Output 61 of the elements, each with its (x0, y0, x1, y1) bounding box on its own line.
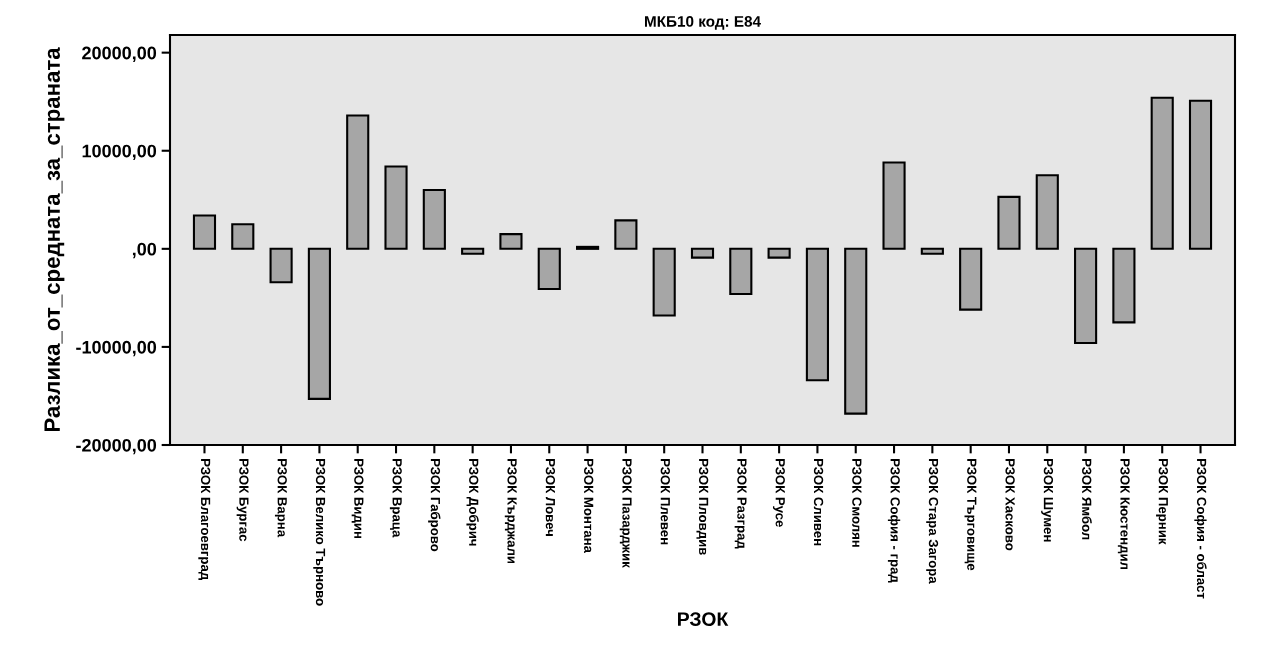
bar (384, 165, 408, 250)
x-tick-label: РЗОК Пловдив (696, 459, 709, 555)
x-tick-label: РЗОК Ловеч (545, 459, 556, 536)
chart-title: МКБ10 код: E84 (645, 16, 761, 30)
bar (307, 247, 331, 400)
bar (461, 247, 485, 255)
y-tick-label: 10000,00 (82, 144, 157, 161)
bar (767, 247, 791, 259)
x-tick-label: РЗОК Сливен (813, 459, 824, 546)
bar (882, 161, 906, 250)
x-tick-label: РЗОК Благоевград (198, 459, 211, 580)
bar (729, 247, 753, 295)
y-tick-label: ,00 (132, 242, 157, 259)
x-tick-label: РЗОК Бургас (236, 459, 249, 542)
bar (269, 247, 293, 284)
x-tick-label: РЗОК Варна (274, 459, 287, 538)
bar (1035, 174, 1059, 250)
bar (537, 247, 561, 291)
x-tick-label: РЗОК Враца (389, 459, 402, 538)
x-tick-label: РЗОК Кюстендил (1117, 459, 1130, 570)
x-tick-label: РЗОК Добрич (466, 459, 479, 546)
x-tick-label: РЗОК Кърджали (504, 459, 517, 564)
bar (1074, 247, 1098, 345)
x-tick-label: РЗОК Монтана (584, 459, 594, 554)
x-tick-label: РЗОК Търговище (964, 459, 977, 571)
x-tick-label: РЗОК Велико Търново (313, 459, 326, 606)
x-tick-label: РЗОК Видин (351, 459, 364, 539)
x-tick-label: РЗОК Ямбол (1082, 459, 1092, 540)
bar (1188, 99, 1213, 250)
x-tick-label: РЗОК Русе (772, 459, 785, 527)
y-tick-label: 20000,00 (82, 46, 157, 62)
bar (652, 247, 676, 317)
bar (1112, 247, 1136, 324)
x-tick-label: РЗОК Пазарджик (619, 459, 632, 568)
y-tick-label: -10000,00 (76, 340, 157, 357)
x-tick-label: РЗОК Габрово (428, 459, 441, 552)
bar (844, 247, 868, 415)
bar (959, 247, 983, 311)
bar (690, 247, 715, 259)
x-tick-label: РЗОК Шумен (1041, 459, 1054, 542)
x-tick-label: РЗОК София - област (1194, 459, 1207, 599)
bar (499, 233, 523, 250)
y-tick-label: -20000,00 (76, 438, 157, 455)
bar (346, 114, 370, 250)
x-tick-label: РЗОК Стара Загора (926, 459, 939, 584)
x-tick-label: РЗОК Плевен (660, 459, 670, 545)
x-tick-label: РЗОК София - град (887, 459, 901, 583)
bar (422, 188, 446, 250)
y-axis-title: Разлика_от_средната_за_страната (44, 47, 65, 432)
x-tick-label: РЗОК Разград (734, 459, 747, 549)
bar (997, 195, 1021, 250)
x-tick-label: РЗОК Смолян (852, 459, 862, 547)
x-axis-title: РЗОК (678, 612, 729, 626)
bar (614, 219, 638, 250)
bar (1150, 96, 1174, 250)
bar (920, 247, 944, 255)
bar (231, 223, 255, 250)
x-tick-label: РЗОК Перник (1156, 459, 1169, 545)
bar (805, 247, 829, 382)
bar (192, 214, 217, 250)
x-tick-label: РЗОК Хасково (1005, 459, 1015, 551)
